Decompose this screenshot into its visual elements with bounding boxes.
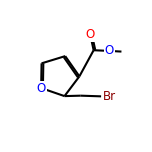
Text: O: O: [86, 28, 95, 41]
Text: Br: Br: [102, 90, 116, 103]
Text: O: O: [36, 82, 46, 95]
Text: O: O: [105, 44, 114, 57]
